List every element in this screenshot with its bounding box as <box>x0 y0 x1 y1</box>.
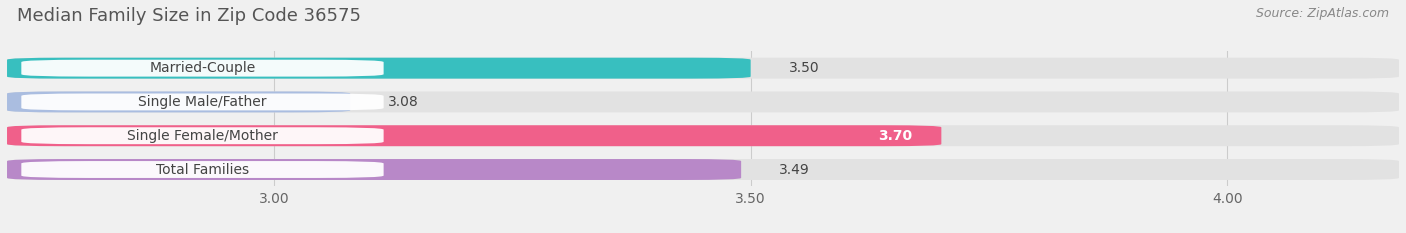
Text: Single Male/Father: Single Male/Father <box>138 95 267 109</box>
Text: Married-Couple: Married-Couple <box>149 61 256 75</box>
FancyBboxPatch shape <box>7 159 1399 180</box>
Text: 3.49: 3.49 <box>779 162 810 177</box>
Text: 3.08: 3.08 <box>388 95 419 109</box>
FancyBboxPatch shape <box>21 93 384 110</box>
FancyBboxPatch shape <box>7 125 942 146</box>
FancyBboxPatch shape <box>7 125 1399 146</box>
FancyBboxPatch shape <box>7 92 350 112</box>
FancyBboxPatch shape <box>21 161 384 178</box>
FancyBboxPatch shape <box>7 58 1399 79</box>
Text: 3.50: 3.50 <box>789 61 820 75</box>
FancyBboxPatch shape <box>7 58 751 79</box>
FancyBboxPatch shape <box>7 159 741 180</box>
Text: Source: ZipAtlas.com: Source: ZipAtlas.com <box>1256 7 1389 20</box>
FancyBboxPatch shape <box>21 60 384 77</box>
Text: Total Families: Total Families <box>156 162 249 177</box>
Text: Single Female/Mother: Single Female/Mother <box>127 129 278 143</box>
Text: Median Family Size in Zip Code 36575: Median Family Size in Zip Code 36575 <box>17 7 361 25</box>
FancyBboxPatch shape <box>21 127 384 144</box>
Text: 3.70: 3.70 <box>879 129 912 143</box>
FancyBboxPatch shape <box>7 92 1399 112</box>
